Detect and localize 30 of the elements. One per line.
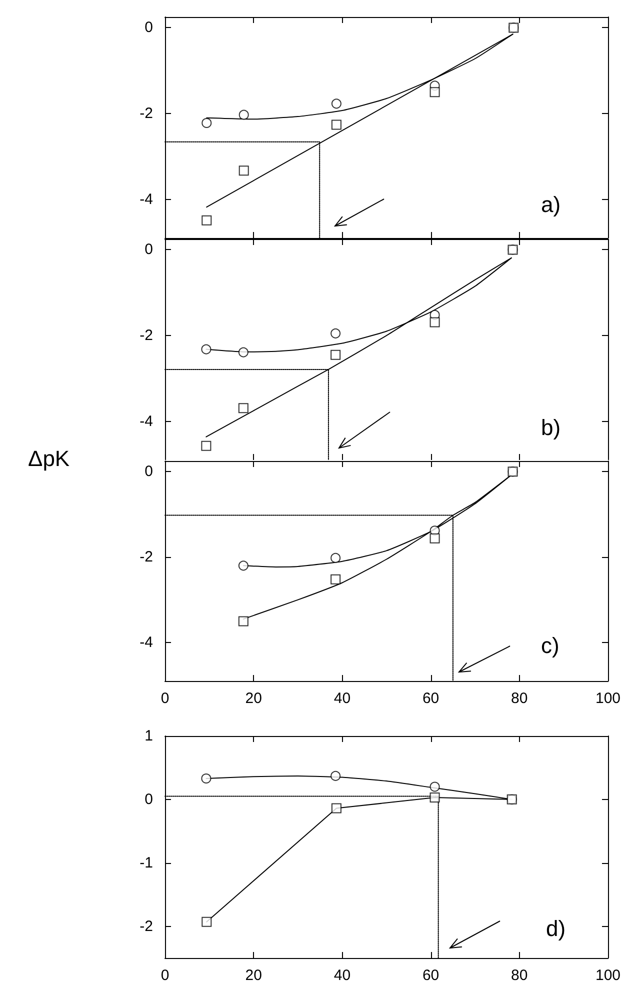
y-tick-label: 1 (144, 728, 153, 744)
y-tick-label: 0 (144, 790, 153, 808)
y-tick-label: -4 (140, 634, 153, 652)
annotation: c) (541, 632, 560, 660)
x-tick-label: 0 (160, 690, 170, 707)
y-tick-label: -4 (140, 190, 153, 208)
x-tick-label: 80 (511, 967, 528, 984)
x-tick-label: 0 (160, 967, 170, 984)
y-tick-label: -2 (140, 327, 153, 344)
y-tick-label: -2 (140, 548, 153, 566)
y-axis-title: ΔpK (28, 446, 70, 472)
y-tick-label: -2 (140, 918, 153, 935)
annotation: d) (546, 915, 566, 943)
y-tick-label: -1 (140, 854, 153, 872)
y-tick-label: -2 (140, 105, 153, 122)
x-tick-label: 60 (422, 967, 440, 984)
x-tick-label: 100 (595, 690, 621, 707)
annotation: a) (541, 191, 561, 219)
y-tick-label: -4 (140, 412, 153, 430)
x-tick-label: 20 (245, 967, 262, 984)
y-tick-label: 0 (144, 463, 153, 480)
y-tick-label: 0 (144, 241, 153, 258)
x-tick-label: 80 (511, 690, 528, 707)
x-tick-label: 40 (334, 967, 351, 984)
x-tick-label: 60 (422, 690, 440, 707)
x-tick-label: 40 (334, 690, 351, 707)
x-tick-label: 100 (595, 967, 621, 984)
x-tick-label: 20 (245, 690, 262, 707)
annotation: b) (541, 414, 561, 442)
y-tick-label: 0 (144, 19, 153, 36)
